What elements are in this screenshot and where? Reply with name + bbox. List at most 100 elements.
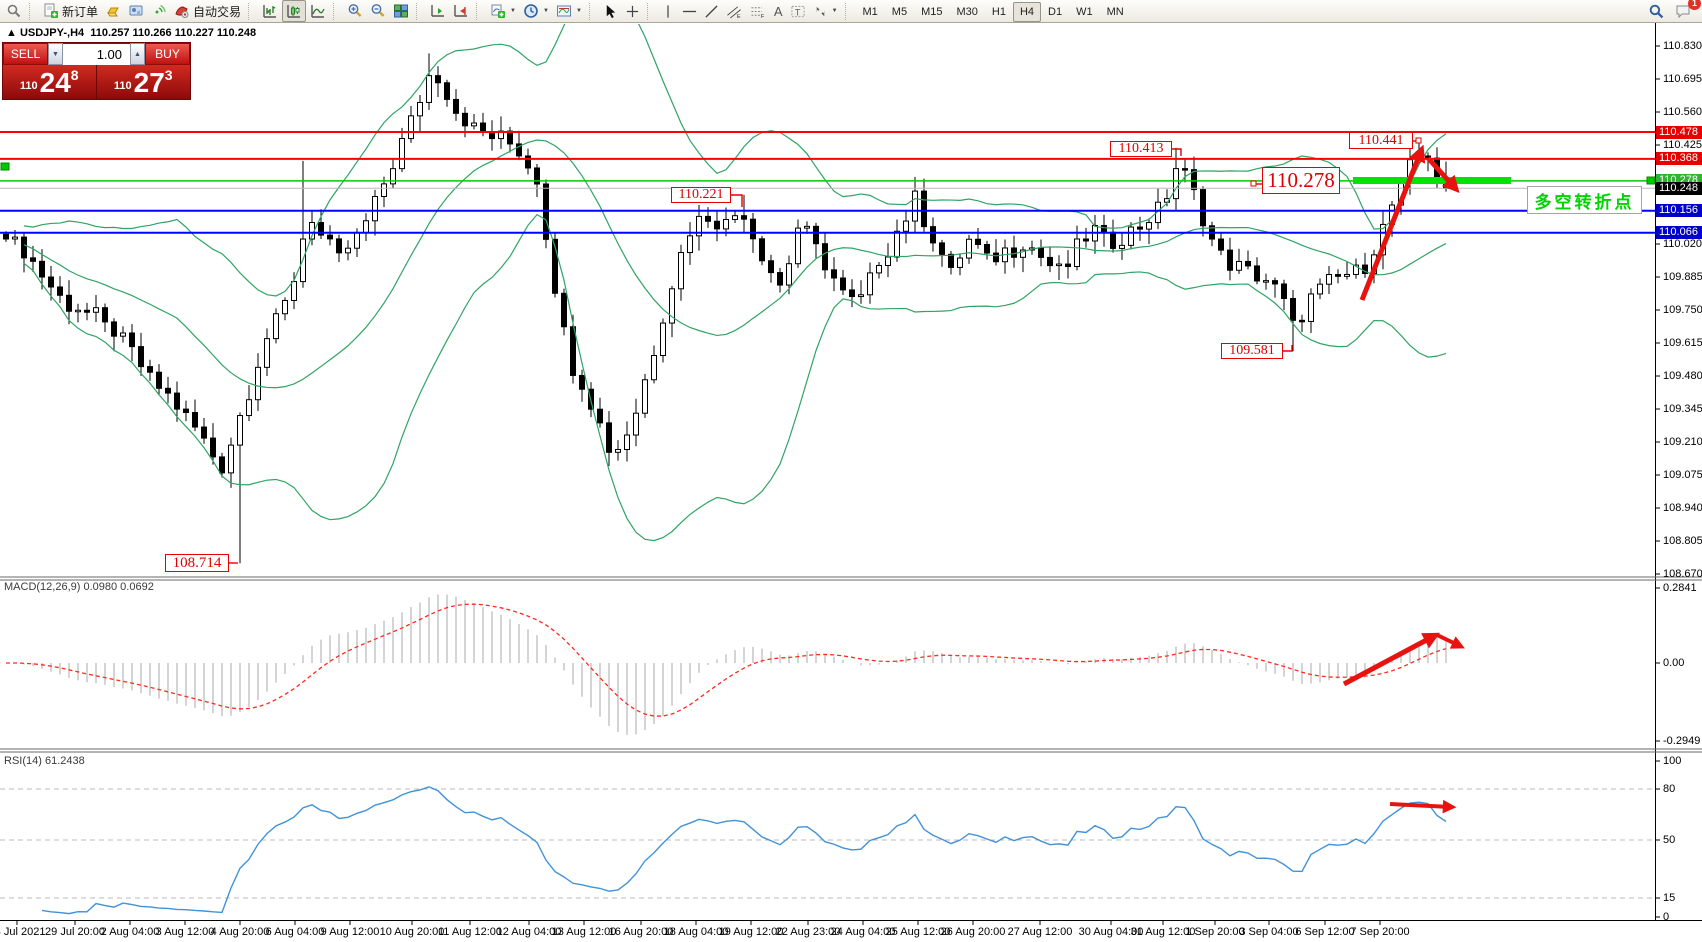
search-button[interactable] (1645, 1, 1668, 21)
volume-increase-button[interactable]: ▲ (130, 43, 145, 65)
time-axis-label[interactable]: 2 Aug 04:00 (100, 926, 160, 938)
signals-button[interactable] (148, 1, 170, 21)
time-axis-label[interactable]: 22 Aug 23:00 (775, 926, 841, 938)
templates-button[interactable]: ▼ (553, 1, 585, 21)
sell-price-pips: 24 (39, 67, 71, 98)
time-axis-label[interactable]: 29 Jul 20:00 (45, 926, 105, 938)
tile-windows-button[interactable] (390, 1, 412, 21)
arrows-tool[interactable]: ▼ (810, 1, 841, 21)
cursor-icon (606, 4, 616, 18)
crosshair-icon (626, 5, 639, 17)
trend-arrow (1426, 156, 1460, 194)
timeframe-button-d1[interactable]: D1 (1048, 6, 1063, 18)
new-order-button[interactable]: 新订单 (40, 1, 101, 21)
line-chart-button[interactable] (307, 1, 329, 21)
price-annotation-label[interactable]: 110.221 (671, 187, 731, 203)
chart-shift-button[interactable] (450, 1, 472, 21)
rsi-indicator-label: RSI(14) 61.2438 (4, 755, 85, 767)
time-axis-label[interactable]: 6 Sep 12:00 (1295, 926, 1355, 938)
timeframe-button-w1[interactable]: W1 (1076, 6, 1093, 18)
time-axis-label[interactable]: 31 Aug 12:00 (1130, 926, 1196, 938)
timeframe-button-m5[interactable]: M5 (891, 6, 908, 18)
volume-input[interactable]: 1.00 (63, 43, 130, 65)
autotrading-button[interactable]: 自动交易 (171, 1, 244, 21)
vertical-line-tool[interactable] (658, 1, 678, 21)
bar-chart-button[interactable] (259, 1, 281, 21)
time-axis-label[interactable]: 25 Aug 12:00 (885, 926, 951, 938)
periods-button[interactable]: ▼ (520, 1, 552, 21)
price-line-badge: 110.066 (1656, 226, 1702, 240)
time-axis-label[interactable]: 3 Sep 04:00 (1239, 926, 1299, 938)
time-axis-label[interactable]: 18 Aug 04:00 (663, 926, 729, 938)
market-watch-button[interactable] (3, 1, 25, 21)
time-axis-label[interactable]: 3 Aug 12:00 (155, 926, 215, 938)
time-axis-label[interactable]: 12 Aug 04:00 (496, 926, 562, 938)
line-chart-icon (311, 5, 325, 18)
candlestick-button[interactable] (282, 0, 307, 22)
timeframe-button-m30[interactable]: M30 (956, 6, 978, 18)
price-annotation-label[interactable]: 109.581 (1221, 343, 1283, 359)
navigator-button[interactable] (125, 1, 147, 21)
timeframe-button-h4[interactable]: H4 (1012, 2, 1042, 22)
price-annotation-label[interactable]: 108.714 (165, 554, 229, 572)
text-tool[interactable]: A (773, 3, 783, 19)
price-tick-label: 109.750 (1663, 303, 1702, 316)
price-line-badge: 110.156 (1656, 204, 1702, 218)
trendline-tool[interactable] (701, 1, 722, 21)
time-axis-label[interactable]: 13 Aug 12:00 (551, 926, 617, 938)
bull-bear-turning-point-label[interactable]: 多空转折点 (1527, 186, 1642, 214)
symbol-ohlc-line: ▲ USDJPY-,H4 110.257 110.266 110.227 110… (6, 27, 256, 39)
time-axis-label[interactable]: 27 Aug 12:00 (1007, 926, 1073, 938)
zoom-out-button[interactable] (367, 1, 389, 21)
auto-scroll-button[interactable] (427, 1, 449, 21)
cursor-tool-button[interactable] (600, 1, 621, 21)
time-axis-label[interactable]: 10 Aug 20:00 (379, 926, 445, 938)
horizontal-line-tool[interactable] (679, 1, 700, 21)
time-axis-label[interactable]: 24 Aug 04:00 (830, 926, 896, 938)
symbol-collapse-triangle[interactable]: ▲ (6, 27, 20, 39)
time-axis-label[interactable]: 4 Aug 20:00 (210, 926, 270, 938)
time-axis-label[interactable]: 30 Aug 04:00 (1078, 926, 1144, 938)
gold-icon[interactable] (102, 1, 124, 21)
time-axis-label[interactable]: 19 Aug 12:00 (718, 926, 784, 938)
time-axis-label[interactable]: 28 Jul 2021 (0, 926, 46, 938)
buy-price-point: 3 (164, 67, 173, 83)
sell-price-figure: 110 (19, 80, 38, 92)
toolbar-separator (646, 2, 654, 20)
time-axis-label[interactable]: 11 Aug 12:00 (437, 926, 503, 938)
time-axis-label[interactable]: 1 Sep 20:00 (1185, 926, 1245, 938)
price-line-badge: 110.248 (1656, 181, 1702, 195)
price-annotation-label[interactable]: 110.441 (1349, 132, 1413, 149)
time-axis-label[interactable]: 26 Aug 20:00 (940, 926, 1006, 938)
template-icon (556, 5, 571, 17)
text-label-tool[interactable]: T (787, 1, 809, 21)
price-tick-label: 108.670 (1663, 567, 1702, 580)
macd-axis-label: 0.00 (1663, 657, 1685, 669)
signal-icon (155, 4, 166, 14)
volume-decrease-button[interactable]: ▼ (48, 43, 63, 65)
sell-price[interactable]: 110 24 8 (3, 65, 97, 99)
time-axis-label[interactable]: 6 Aug 04:00 (265, 926, 325, 938)
notification-badge: 1 (1688, 0, 1701, 10)
price-annotation-label[interactable]: 110.278 (1262, 167, 1340, 194)
sell-button[interactable]: SELL (3, 43, 48, 65)
time-axis-label[interactable]: 9 Aug 12:00 (320, 926, 380, 938)
buy-button[interactable]: BUY (145, 43, 190, 65)
time-axis-label[interactable]: 7 Sep 20:00 (1350, 926, 1410, 938)
fibonacci-tool[interactable]: F (747, 1, 770, 21)
timeframe-button-h1[interactable]: H1 (991, 6, 1006, 18)
buy-price[interactable]: 110 27 3 (97, 65, 191, 99)
trend-arrow (1389, 799, 1457, 814)
notifications-button[interactable]: 1 (1672, 0, 1701, 21)
time-axis-label[interactable]: 16 Aug 20:00 (608, 926, 674, 938)
timeframe-button-m15[interactable]: M15 (921, 6, 943, 18)
macd-axis-label: -0.2949 (1663, 735, 1701, 747)
timeframe-button-mn[interactable]: MN (1106, 6, 1124, 18)
timeframe-button-m1[interactable]: M1 (862, 6, 878, 18)
channel-tool[interactable]: E (723, 1, 746, 21)
zoom-in-button[interactable] (344, 1, 366, 21)
new-chart-button[interactable]: ▼ (487, 1, 519, 21)
crosshair-tool-button[interactable] (622, 1, 643, 21)
price-annotation-label[interactable]: 110.413 (1110, 141, 1172, 157)
